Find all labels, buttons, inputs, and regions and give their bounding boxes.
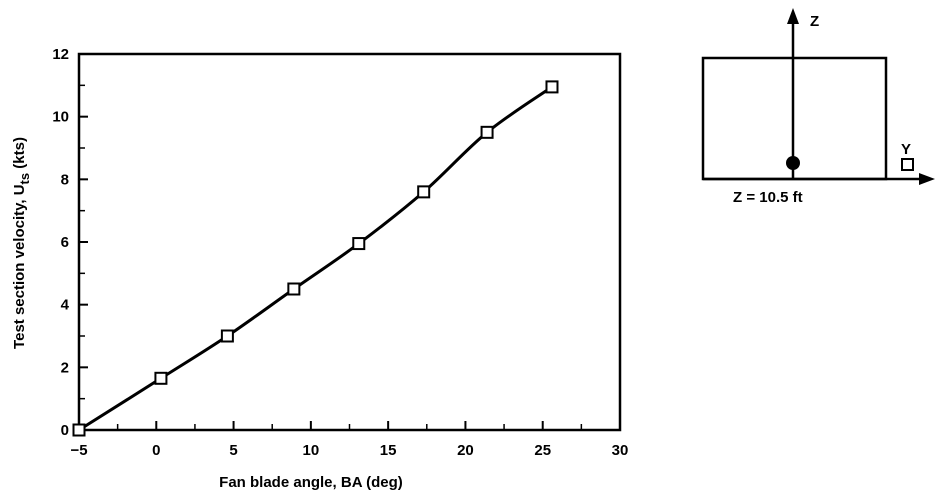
y-axis-label-unit: (kts) (11, 137, 28, 173)
inset-z-arrow-icon (787, 8, 799, 24)
data-point-marker (220, 329, 234, 343)
y-axis-label-main: Test section velocity, U (11, 184, 28, 349)
x-tick-label: 10 (303, 442, 320, 459)
y-axis-label: Test section velocity, Uts (kts) (11, 137, 32, 349)
x-tick-label: 15 (380, 442, 397, 459)
y-tick-label: 10 (52, 109, 69, 126)
y-tick-label: 0 (61, 422, 69, 439)
inset-probe-point-icon (786, 156, 800, 170)
inset-diagram: Z Y Z = 10.5 ft (701, 8, 935, 206)
y-axis-label-subscript: ts (17, 173, 32, 185)
inset-y-label: Y (901, 141, 911, 158)
x-tick-label: 20 (457, 442, 474, 459)
y-tick-label: 2 (61, 359, 69, 376)
data-point-marker (352, 237, 366, 251)
inset-caption: Z = 10.5 ft (733, 189, 803, 206)
inset-legend-square-icon (901, 158, 914, 171)
x-tick-label: −5 (70, 442, 87, 459)
x-tick-label: 25 (534, 442, 551, 459)
y-tick-label: 4 (61, 297, 70, 314)
data-point-marker (72, 423, 86, 437)
y-tick-label: 6 (61, 234, 69, 251)
y-tick-label: 12 (52, 46, 69, 63)
inset-y-arrow-icon (919, 173, 935, 185)
x-tick-label: 5 (229, 442, 237, 459)
inset-z-label: Z (810, 13, 819, 30)
data-point-marker (154, 371, 168, 385)
x-tick-label: 0 (152, 442, 160, 459)
x-tick-label: 30 (612, 442, 629, 459)
data-point-marker (480, 125, 494, 139)
data-point-marker (545, 80, 559, 94)
x-axis-label: Fan blade angle, BA (deg) (219, 474, 403, 491)
data-point-marker (417, 185, 431, 199)
y-tick-label: 8 (61, 171, 69, 188)
data-point-marker (287, 282, 301, 296)
